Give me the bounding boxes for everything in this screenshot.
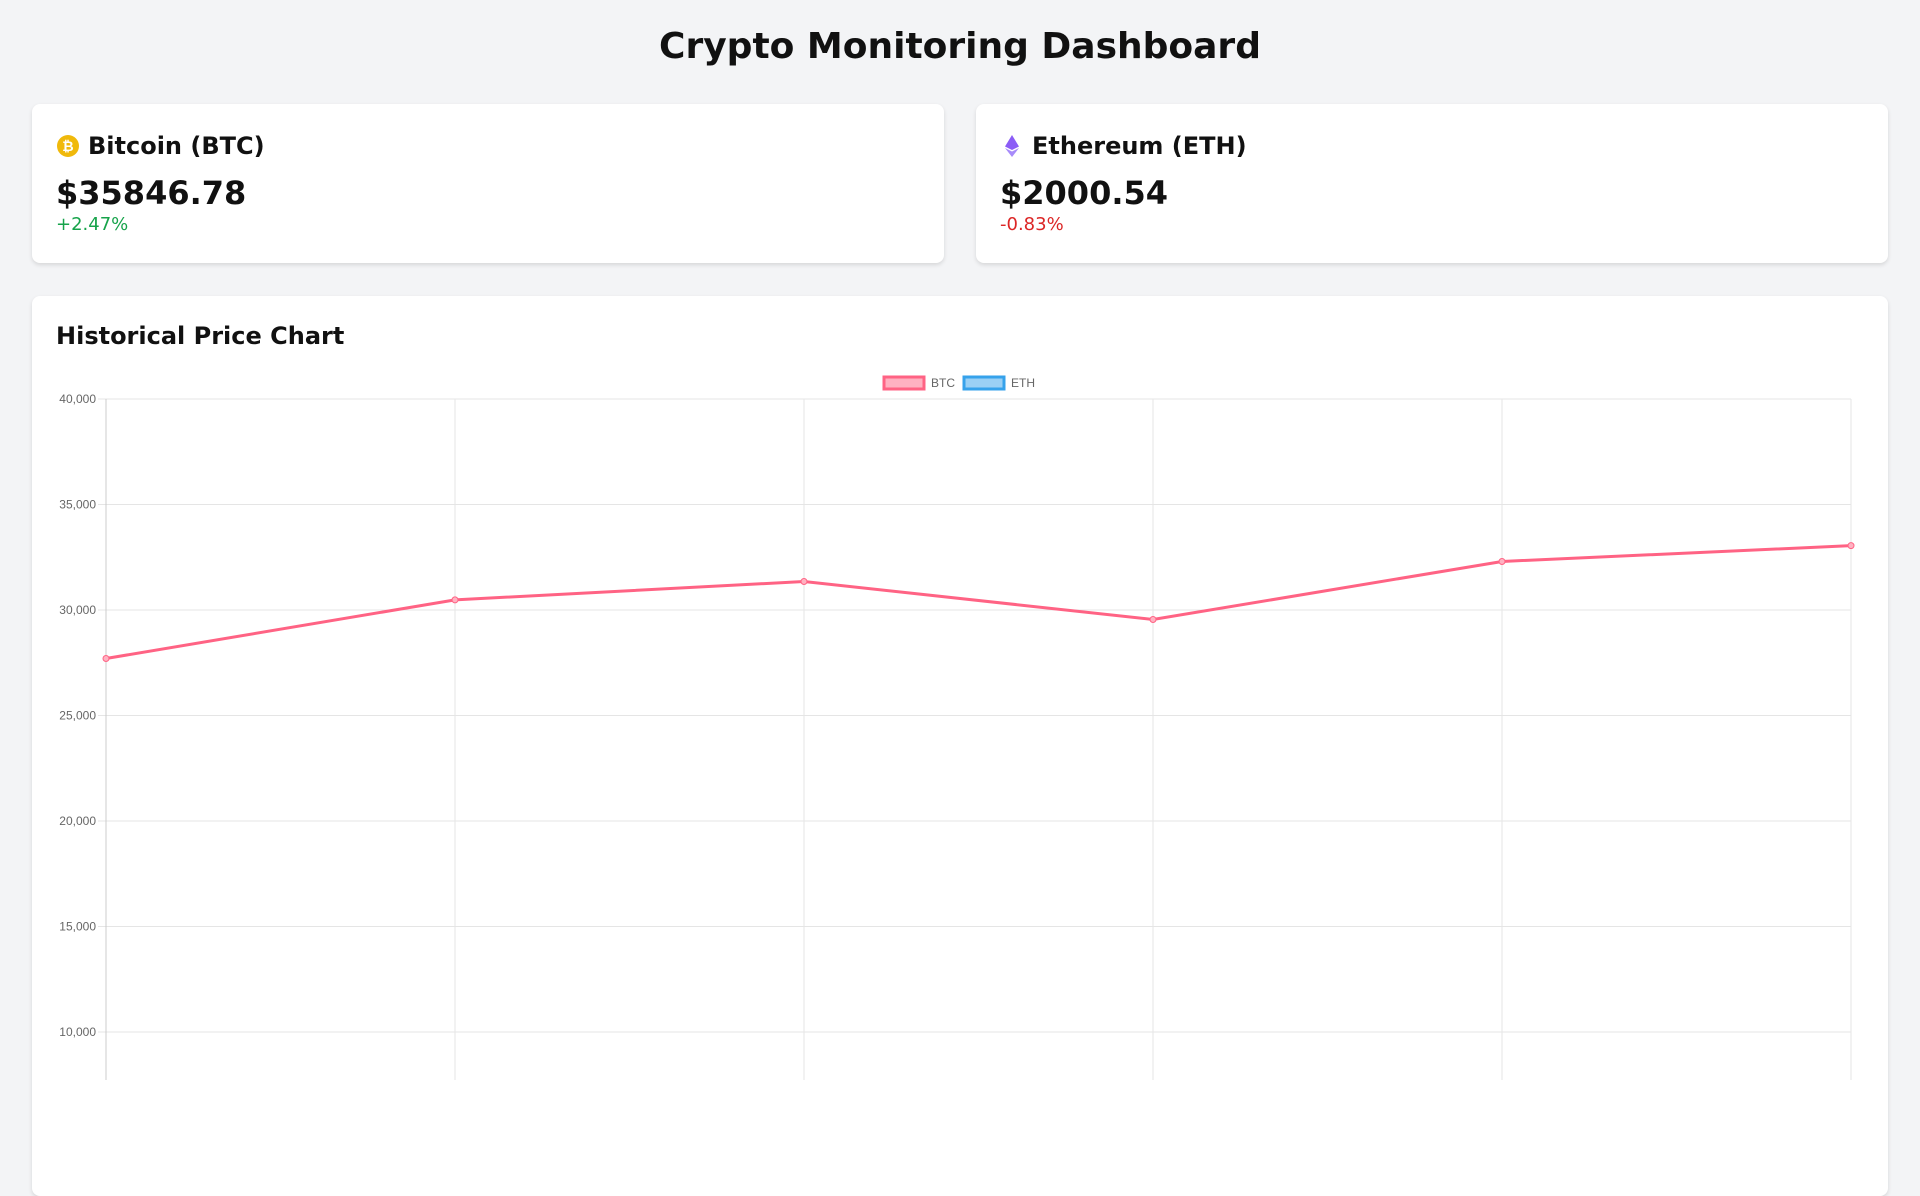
data-point[interactable]	[1149, 615, 1157, 623]
data-point[interactable]	[451, 596, 459, 604]
data-point[interactable]	[1847, 542, 1855, 550]
ethereum-icon	[1005, 135, 1019, 157]
coin-price: $2000.54	[1000, 174, 1169, 212]
y-tick-label: 20,000	[59, 814, 96, 828]
legend-swatch-btc[interactable]	[882, 375, 926, 391]
price-chart: 40,000 35,000 30,000 25,000 20,000 15,000 10,0…	[59, 375, 1855, 1080]
page-title: Crypto Monitoring Dashboard	[659, 26, 1261, 67]
legend-swatch-eth[interactable]	[962, 375, 1006, 391]
data-point[interactable]	[800, 578, 808, 586]
y-tick-label: 30,000	[59, 603, 96, 617]
chart-title: Historical Price Chart	[56, 322, 345, 350]
ethereum-card: Ethereum (ETH) $2000.54 -0.83%	[976, 104, 1888, 263]
coin-change: -0.83%	[1000, 214, 1064, 235]
bitcoin-card: ₿ Bitcoin (BTC) $35846.78 +2.47%	[32, 104, 944, 263]
coin-name: Bitcoin (BTC)	[88, 132, 265, 160]
coin-price: $35846.78	[56, 174, 247, 212]
legend-label-eth[interactable]: ETH	[1011, 376, 1035, 390]
legend-label-btc[interactable]: BTC	[931, 376, 955, 390]
y-tick-label: 35,000	[59, 498, 96, 512]
data-point[interactable]	[102, 655, 110, 663]
y-tick-label: 40,000	[59, 392, 96, 406]
price-chart-card: Historical Price Chart 40,000 35,000 30,00…	[32, 296, 1888, 1196]
svg-text:₿: ₿	[62, 139, 73, 155]
y-tick-label: 25,000	[59, 709, 96, 723]
data-point[interactable]	[1498, 557, 1506, 565]
y-tick-label: 10,000	[59, 1025, 96, 1039]
coin-name: Ethereum (ETH)	[1032, 132, 1247, 160]
series-line-btc	[105, 544, 1852, 661]
bitcoin-icon: ₿	[57, 135, 79, 157]
coin-change: +2.47%	[56, 214, 129, 235]
y-tick-label: 15,000	[59, 920, 96, 934]
